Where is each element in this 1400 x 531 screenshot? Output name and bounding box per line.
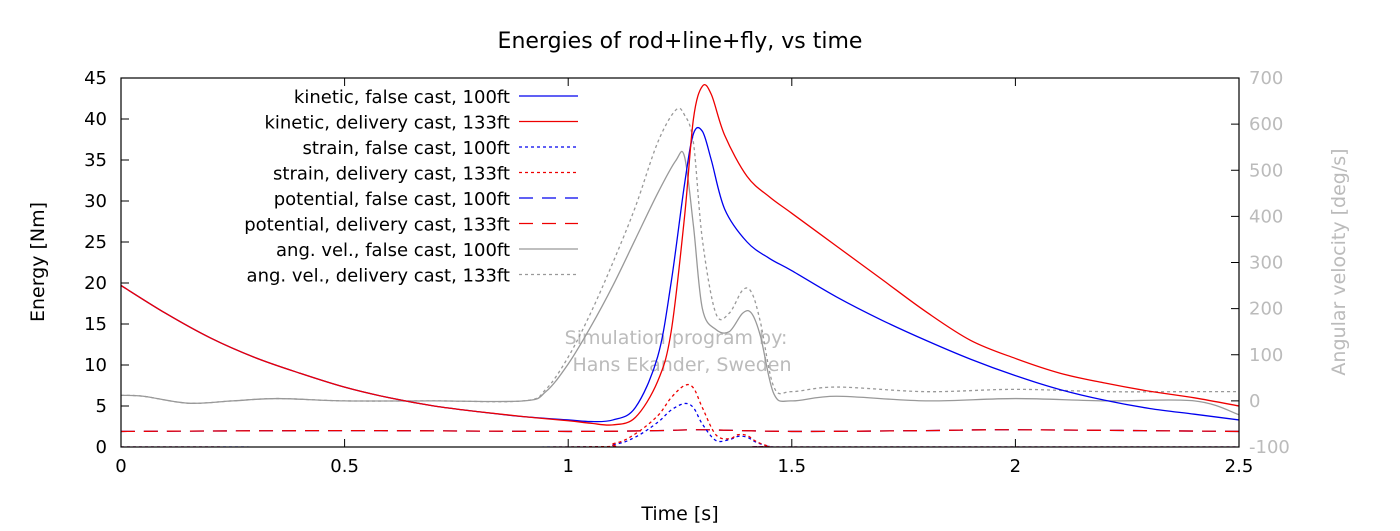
y2-tick-label: 0: [1249, 391, 1260, 412]
x-tick-label: 1.5: [777, 456, 806, 477]
legend-label-6: potential, delivery cast, 133ft: [244, 215, 510, 236]
x-tick-label: 0.5: [330, 456, 359, 477]
y2-tick-label: 500: [1249, 160, 1283, 181]
y-tick-label: 35: [84, 150, 107, 171]
x-axis-label: Time [s]: [640, 503, 718, 525]
x-tick-label: 2: [1010, 456, 1021, 477]
legend-label-3: strain, false cast, 100ft: [302, 138, 510, 159]
y-axis-label: Energy [Nm]: [27, 202, 49, 322]
y2-tick-label: 400: [1249, 206, 1283, 227]
axis-ticks: 0 0.5 1 1.5 2 2.5 0 5 10 15 20 25 30 35 40 45 -100 0 100 20…: [84, 68, 1290, 477]
watermark-line-1: Simulation program by:: [565, 327, 788, 349]
x-tick-label: 0: [115, 456, 126, 477]
y2-tick-label: 300: [1249, 253, 1283, 274]
y-tick-label: 10: [84, 355, 107, 376]
y2-tick-label: 600: [1249, 114, 1283, 135]
series-line-4: [121, 383, 1239, 447]
series-line-2: [121, 83, 1239, 426]
chart-title: Energies of rod+line+fly, vs time: [498, 29, 863, 54]
y-tick-label: 25: [84, 232, 107, 253]
y-tick-label: 30: [84, 191, 107, 212]
y-tick-label: 15: [84, 314, 107, 335]
series-layer: [121, 83, 1239, 447]
y2-tick-label: -100: [1249, 437, 1290, 458]
watermark-line-2: Hans Ekander, Sweden: [573, 354, 792, 376]
watermark: Simulation program by: Hans Ekander, Swe…: [565, 327, 792, 376]
series-line-3: [121, 402, 1239, 447]
y-tick-label: 20: [84, 273, 107, 294]
legend-label-4: strain, delivery cast, 133ft: [273, 164, 510, 185]
y-tick-label: 40: [84, 109, 107, 130]
legend-label-5: potential, false cast, 100ft: [274, 189, 510, 210]
x-tick-label: 1: [562, 456, 573, 477]
y-tick-label: 0: [96, 437, 107, 458]
legend-label-8: ang. vel., delivery cast, 133ft: [247, 266, 510, 287]
y-tick-label: 5: [96, 396, 107, 417]
legend-label-2: kinetic, delivery cast, 133ft: [264, 113, 510, 134]
y-tick-label: 45: [84, 68, 107, 89]
plot-frame: [120, 77, 1240, 448]
legend-label-1: kinetic, false cast, 100ft: [294, 87, 510, 108]
y2-tick-label: 100: [1249, 345, 1283, 366]
series-line-6: [121, 429, 1239, 433]
legend-label-7: ang. vel., false cast, 100ft: [276, 240, 510, 261]
legend: kinetic, false cast, 100ft kinetic, deliv…: [244, 87, 578, 287]
y2-axis-label: Angular velocity [deg/s]: [1328, 148, 1350, 375]
series-line-8: [121, 107, 1239, 404]
y2-tick-label: 700: [1249, 68, 1283, 89]
x-tick-label: 2.5: [1225, 456, 1254, 477]
y2-tick-label: 200: [1249, 299, 1283, 320]
